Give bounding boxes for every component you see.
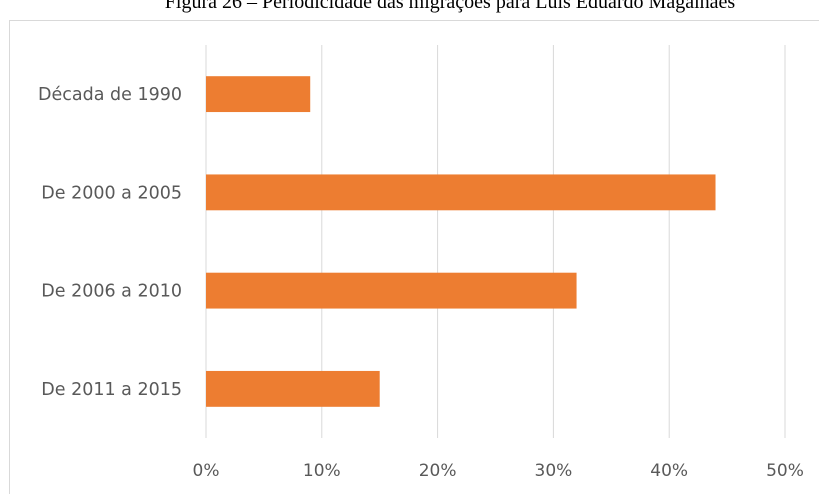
category-label-0: Década de 1990	[38, 85, 182, 105]
bars	[206, 76, 716, 407]
x-tick-label-5: 50%	[766, 461, 804, 481]
category-labels: Década de 1990 De 2000 a 2005 De 2006 a 20…	[38, 85, 182, 400]
x-tick-label-0: 0%	[193, 461, 220, 481]
category-label-1: De 2000 a 2005	[41, 183, 182, 203]
bar-1	[206, 174, 716, 211]
x-tick-label-4: 40%	[650, 461, 688, 481]
x-tick-label-2: 20%	[419, 461, 457, 481]
bar-3	[206, 370, 380, 407]
x-axis-tick-labels: 0% 10% 20% 30% 40% 50%	[193, 461, 804, 481]
chart-frame	[9, 20, 819, 494]
category-label-2: De 2006 a 2010	[41, 282, 182, 302]
x-tick-label-1: 10%	[303, 461, 341, 481]
figure-caption: Figura 26 – Periodicidade das migrações …	[164, 0, 736, 13]
bar-0	[206, 76, 311, 113]
bar-2	[206, 272, 577, 309]
category-label-3: De 2011 a 2015	[41, 380, 182, 400]
x-tick-label-3: 30%	[535, 461, 573, 481]
